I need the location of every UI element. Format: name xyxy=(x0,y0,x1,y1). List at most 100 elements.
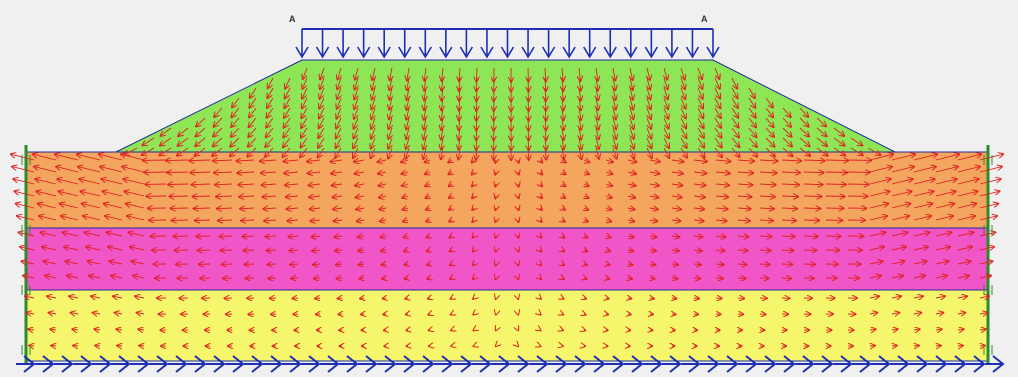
displacement-arrow xyxy=(108,247,123,250)
displacement-arrow xyxy=(913,154,937,161)
displacement-arrow xyxy=(606,250,610,251)
displacement-arrow xyxy=(64,247,79,250)
displacement-arrow xyxy=(891,261,905,264)
chevron-right-icon xyxy=(966,355,986,373)
displacement-arrow xyxy=(338,67,342,80)
displacement-arrow xyxy=(671,250,679,251)
displacement-arrow xyxy=(957,154,981,161)
displacement-arrow xyxy=(693,196,705,197)
displacement-arrow xyxy=(782,107,791,117)
displacement-arrow xyxy=(121,154,145,161)
displacement-arrow xyxy=(249,97,257,108)
displacement-arrow xyxy=(290,264,299,265)
displacement-arrow xyxy=(472,172,474,175)
displacement-arrow xyxy=(803,184,823,185)
displacement-arrow xyxy=(957,313,965,314)
displacement-arrow xyxy=(382,264,387,265)
displacement-arrow xyxy=(562,184,565,186)
displacement-arrow xyxy=(562,298,564,299)
displacement-arrow xyxy=(406,107,409,120)
displacement-arrow xyxy=(731,137,739,147)
displacement-arrow xyxy=(596,107,599,120)
displacement-arrow xyxy=(627,220,634,221)
displacement-arrow xyxy=(649,236,657,237)
chevron-right-icon xyxy=(985,355,1005,373)
displacement-arrow xyxy=(357,220,365,221)
displacement-arrow xyxy=(693,208,704,209)
displacement-arrow xyxy=(671,220,680,221)
displacement-arrow xyxy=(715,184,729,185)
displacement-arrow xyxy=(664,77,668,89)
distributed-load[interactable]: A A xyxy=(289,14,720,59)
displacement-arrow xyxy=(647,117,651,129)
displacement-arrow xyxy=(301,117,308,128)
displacement-arrow xyxy=(647,87,650,99)
displacement-arrow xyxy=(476,97,477,111)
displacement-arrow xyxy=(913,276,925,278)
displacement-arrow xyxy=(448,160,452,163)
displacement-arrow xyxy=(17,216,35,221)
displacement-arrow xyxy=(545,137,546,150)
displacement-arrow xyxy=(442,67,443,81)
displacement-arrow xyxy=(891,247,906,250)
displacement-arrow xyxy=(869,247,884,250)
chevron-right-icon xyxy=(263,355,283,373)
displacement-arrow xyxy=(850,137,862,146)
displacement-arrow xyxy=(518,184,519,187)
displacement-arrow xyxy=(107,232,123,236)
chevron-right-icon xyxy=(643,355,663,373)
displacement-arrow xyxy=(308,172,321,173)
displacement-arrow xyxy=(671,208,681,209)
displacement-arrow xyxy=(34,167,57,173)
displacement-arrow xyxy=(284,97,291,108)
displacement-arrow xyxy=(406,147,409,159)
displacement-arrow xyxy=(60,204,79,209)
displacement-arrow xyxy=(913,329,920,330)
displacement-arrow xyxy=(870,346,875,347)
displacement-arrow xyxy=(449,220,452,222)
displacement-arrow xyxy=(22,261,35,264)
displacement-arrow xyxy=(473,264,474,265)
displacement-arrow xyxy=(562,117,564,130)
displacement-arrow xyxy=(196,236,211,237)
displacement-arrow xyxy=(214,107,223,117)
displacement-arrow xyxy=(693,172,706,173)
displacement-arrow xyxy=(318,137,325,148)
soil-layer-3[interactable] xyxy=(26,290,988,361)
displacement-arrow xyxy=(263,208,277,209)
displacement-arrow xyxy=(759,236,772,237)
displacement-arrow xyxy=(935,232,951,236)
displacement-arrow xyxy=(195,137,206,146)
displacement-arrow xyxy=(291,278,299,279)
displacement-arrow xyxy=(249,107,257,117)
displacement-arrow xyxy=(584,172,589,174)
displacement-arrow xyxy=(628,264,633,265)
displacement-arrow xyxy=(715,160,731,161)
chevron-right-icon xyxy=(92,355,112,373)
displacement-arrow xyxy=(247,147,257,157)
displacement-arrow xyxy=(957,247,972,250)
displacement-arrow xyxy=(308,184,321,185)
displacement-arrow xyxy=(214,117,223,127)
chevron-right-icon xyxy=(491,355,511,373)
displacement-arrow xyxy=(428,314,430,315)
chevron-right-icon xyxy=(320,355,340,373)
displacement-arrow xyxy=(495,160,496,163)
displacement-arrow xyxy=(869,216,887,221)
soil-layer-2[interactable] xyxy=(26,228,988,290)
chevron-right-icon xyxy=(586,355,606,373)
fixity-tick-icon xyxy=(983,285,993,295)
soil-layer-1[interactable] xyxy=(26,152,988,228)
displacement-arrow xyxy=(353,127,359,138)
displacement-arrow xyxy=(579,127,581,140)
displacement-arrow xyxy=(613,147,617,159)
displacement-arrow xyxy=(663,137,669,148)
displacement-arrow xyxy=(472,160,474,163)
displacement-arrow xyxy=(528,137,529,150)
displacement-arrow xyxy=(37,191,57,197)
displacement-arrow xyxy=(528,127,529,140)
chevron-right-icon xyxy=(16,355,36,373)
displacement-arrow xyxy=(472,184,474,186)
displacement-arrow xyxy=(913,296,923,298)
displacement-arrow xyxy=(426,220,430,222)
